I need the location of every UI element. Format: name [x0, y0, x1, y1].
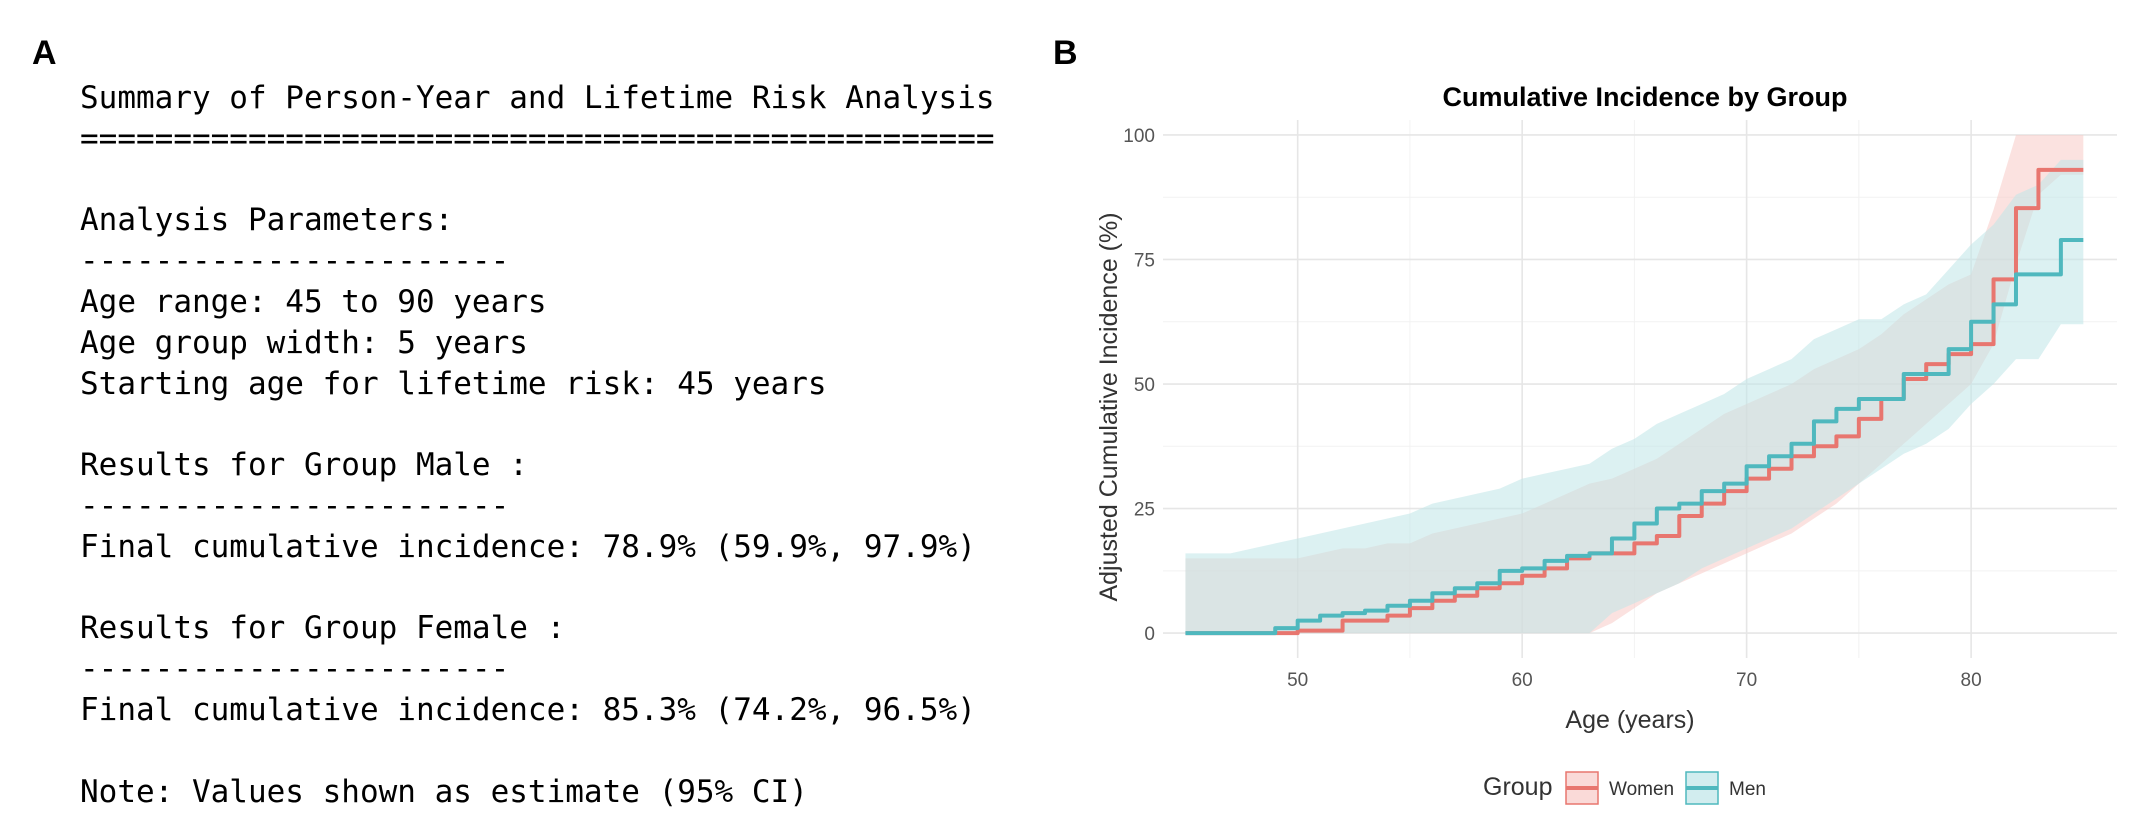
legend-label: Women: [1609, 779, 1674, 800]
x-tick-label: 80: [1961, 670, 1982, 691]
summary-line: -----------------------: [80, 487, 510, 524]
legend-title: Group: [1483, 773, 1552, 801]
chart-title: Cumulative Incidence by Group: [1442, 82, 1847, 112]
summary-line: [80, 731, 995, 772]
summary-line: [80, 568, 995, 609]
y-tick-label: 75: [1134, 250, 1155, 271]
cumulative-incidence-chart: Cumulative Incidence by Group 50 60 70 80 0 2…: [1095, 82, 2117, 805]
legend-item-women: Women: [1565, 771, 1674, 805]
x-axis-title: Age (years): [1565, 706, 1694, 734]
y-axis-title: Adjusted Cumulative Incidence (%): [1095, 212, 1123, 601]
y-tick-label: 100: [1123, 126, 1155, 147]
legend: Group Women Men: [1483, 771, 1766, 805]
summary-line: Results for Group Male :: [80, 447, 528, 484]
x-tick-label: 70: [1736, 670, 1757, 691]
y-tick-label: 0: [1144, 624, 1155, 645]
summary-line: Results for Group Female :: [80, 610, 566, 647]
summary-text-block: Summary of Person-Year and Lifetime Risk…: [80, 78, 995, 812]
summary-line: Summary of Person-Year and Lifetime Risk…: [80, 80, 995, 116]
legend-label: Men: [1729, 779, 1766, 800]
y-tick-label: 25: [1134, 500, 1155, 521]
legend-item-men: Men: [1685, 771, 1766, 805]
summary-line: Analysis Parameters:: [80, 202, 454, 239]
summary-line: Age group width: 5 years: [80, 324, 528, 361]
series-line-women: [1185, 167, 2084, 636]
summary-line: ========================================…: [80, 120, 995, 157]
x-tick-label: 60: [1512, 670, 1533, 691]
y-tick-label: 50: [1134, 375, 1155, 396]
series-lines: [1185, 167, 2084, 636]
summary-line: Final cumulative incidence: 85.3% (74.2%…: [80, 691, 976, 728]
panel-a-label: A: [32, 34, 57, 72]
series-line-men: [1185, 238, 2084, 636]
x-tick-label: 50: [1287, 670, 1308, 691]
panel-b-label: B: [1053, 34, 1078, 72]
axis-ticks: 50 60 70 80 0 25 50 75 100: [1123, 126, 1981, 691]
ci-band-men: [1185, 159, 2084, 634]
summary-line: Age range: 45 to 90 years: [80, 283, 547, 320]
summary-line: Final cumulative incidence: 78.9% (59.9%…: [80, 528, 976, 565]
summary-line: -----------------------: [80, 651, 510, 688]
summary-line: Starting age for lifetime risk: 45 years: [80, 365, 827, 402]
summary-line: -----------------------: [80, 243, 510, 280]
summary-line: Note: Values shown as estimate (95% CI): [80, 773, 808, 810]
summary-line: [80, 160, 995, 201]
summary-line: [80, 404, 995, 445]
